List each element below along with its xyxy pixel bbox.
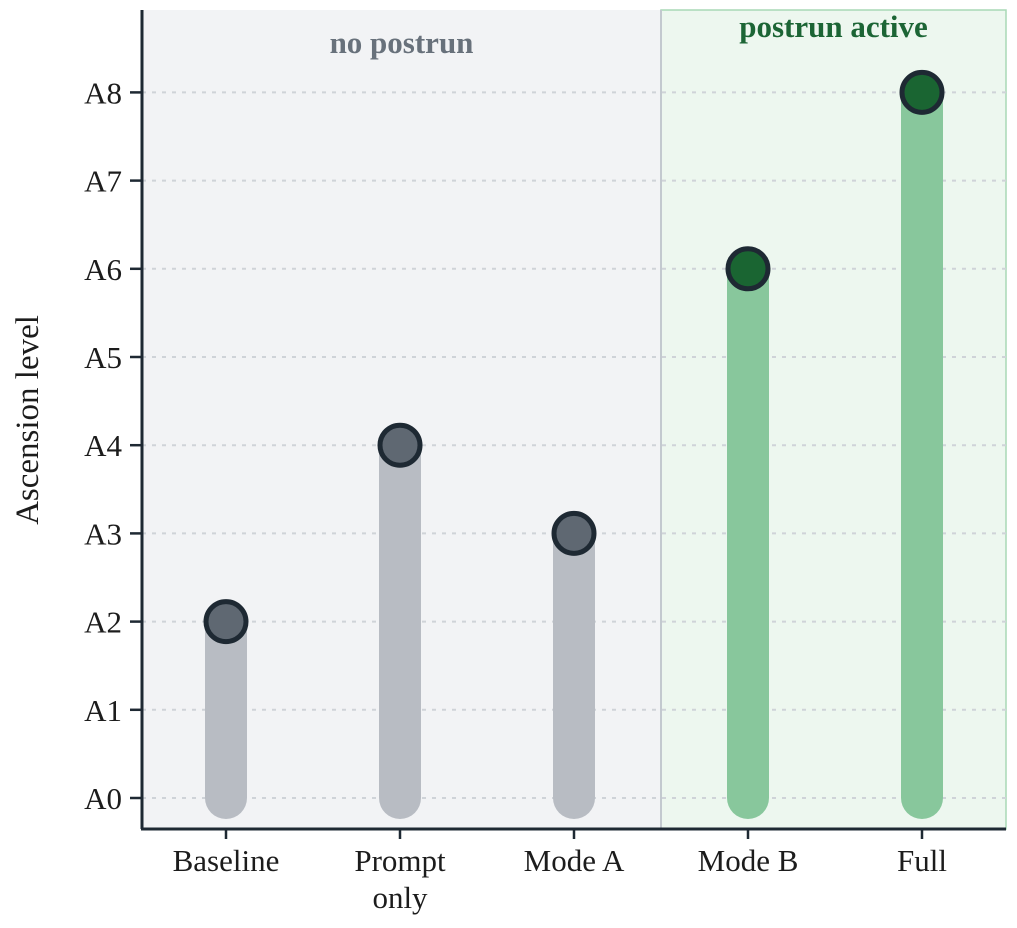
lollipop-dot bbox=[551, 510, 597, 556]
region-label: postrun active bbox=[739, 9, 928, 44]
y-axis-title: Ascension level bbox=[10, 315, 46, 525]
y-tick-label: A4 bbox=[84, 428, 122, 463]
x-category-label: Mode B bbox=[698, 843, 799, 878]
x-category-label: Baseline bbox=[173, 843, 280, 878]
y-tick-label: A3 bbox=[84, 516, 122, 551]
y-tick-label: A8 bbox=[84, 75, 122, 110]
x-category-label: only bbox=[372, 880, 428, 915]
x-category-label: Full bbox=[897, 843, 947, 878]
lollipop-dot bbox=[899, 69, 945, 115]
y-tick-label: A2 bbox=[84, 605, 122, 640]
y-tick-label: A1 bbox=[84, 693, 122, 728]
lollipop-dot bbox=[377, 422, 423, 468]
y-tick-label: A5 bbox=[84, 340, 122, 375]
lollipop-dot bbox=[725, 246, 771, 292]
y-tick-label: A0 bbox=[84, 781, 122, 816]
y-tick-label: A7 bbox=[84, 164, 122, 199]
region-label: no postrun bbox=[330, 25, 474, 60]
y-tick-labels: A0 A1 A2 A3 A4 A5 A6 A7 A8 bbox=[84, 75, 142, 816]
lollipop-dot bbox=[203, 599, 249, 645]
lollipop-dots bbox=[203, 69, 945, 645]
region-background bbox=[661, 10, 1006, 829]
x-category-label: Prompt bbox=[354, 843, 446, 878]
lollipop-stems bbox=[205, 71, 943, 819]
x-category-label: Mode A bbox=[524, 843, 625, 878]
y-tick-label: A6 bbox=[84, 252, 122, 287]
